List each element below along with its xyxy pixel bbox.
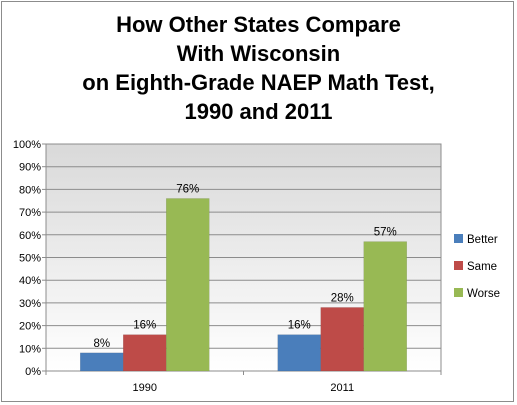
y-axis-ticks: 0% 10% 20% 30% 40% 50% 60% 70% 80% 90% 100% <box>13 139 41 378</box>
y-tick-label: 40% <box>19 275 41 287</box>
legend-swatch-better <box>454 234 463 243</box>
y-tick-label: 70% <box>19 207 41 219</box>
y-tick-label: 90% <box>19 162 41 174</box>
y-tick-label: 60% <box>19 230 41 242</box>
y-tick-label: 80% <box>19 184 41 196</box>
legend-label-worse: Worse <box>467 288 500 300</box>
y-tick-label: 100% <box>13 139 41 151</box>
bar-worse-1990 <box>166 198 210 372</box>
y-tick-label: 30% <box>19 298 41 310</box>
data-label: 16% <box>133 320 156 332</box>
y-tick-label: 50% <box>19 253 41 265</box>
data-label: 8% <box>93 338 110 350</box>
x-tick-label: 2011 <box>330 382 354 394</box>
bar-worse-2011 <box>363 241 407 372</box>
data-labels: 8% 16% 76% 16% 28% 57% <box>93 183 396 349</box>
bar-same-2011 <box>320 307 364 372</box>
title-line-1: How Other States Compare <box>116 12 401 37</box>
bars <box>80 198 407 372</box>
y-tick-label: 0% <box>25 366 41 378</box>
legend-label-same: Same <box>467 261 497 273</box>
title-line-4: 1990 and 2011 <box>184 99 333 124</box>
bar-same-1990 <box>123 334 167 372</box>
chart-title: How Other States Compare With Wisconsin … <box>0 10 517 126</box>
legend-label-better: Better <box>467 234 498 246</box>
data-label: 16% <box>288 320 311 332</box>
title-line-3: on Eighth-Grade NAEP Math Test, <box>82 70 435 95</box>
data-label: 28% <box>331 292 354 304</box>
legend-swatch-same <box>454 261 463 270</box>
bar-better-1990 <box>80 352 124 372</box>
legend-swatch-worse <box>454 288 463 297</box>
y-tick-label: 10% <box>19 343 41 355</box>
data-label: 76% <box>176 183 199 195</box>
data-label: 57% <box>374 227 397 239</box>
x-tick-label: 1990 <box>133 382 157 394</box>
y-tick-label: 20% <box>19 321 41 333</box>
x-axis-ticks: 1990 2011 <box>133 382 355 394</box>
legend: Better Same Worse <box>454 234 500 300</box>
bar-better-2011 <box>277 334 321 372</box>
title-line-2: With Wisconsin <box>176 41 341 66</box>
